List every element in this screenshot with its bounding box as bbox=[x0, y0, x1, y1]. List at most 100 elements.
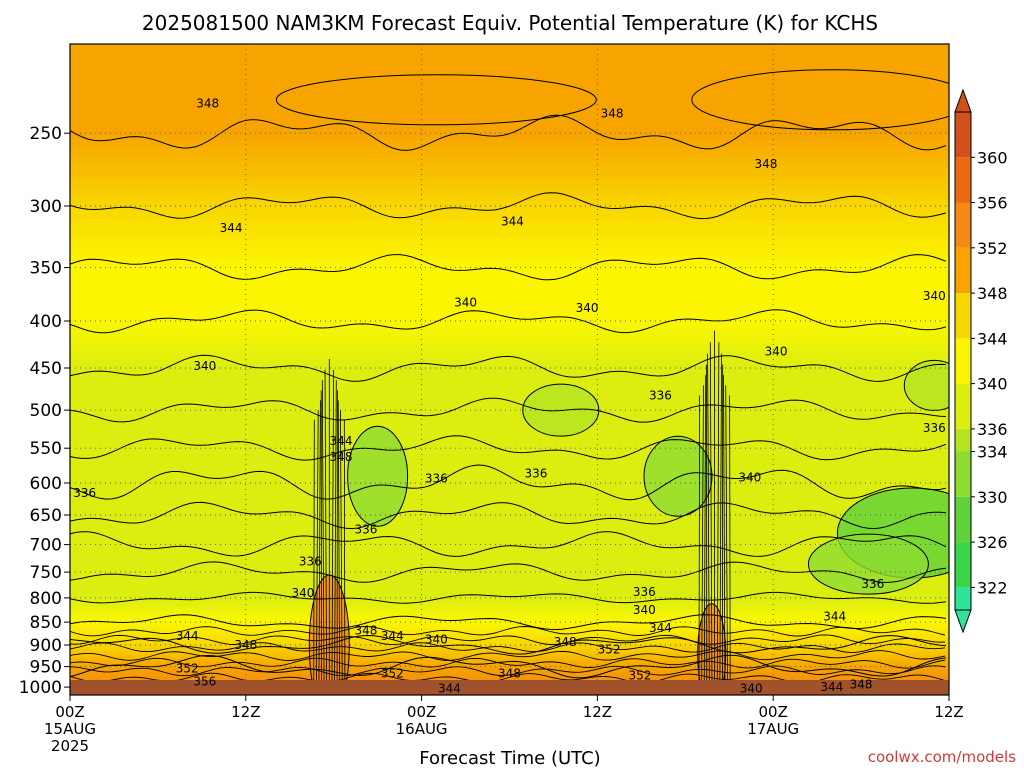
colorbar-segment bbox=[955, 383, 971, 429]
contour-label: 344 bbox=[330, 434, 353, 448]
contour-line bbox=[719, 353, 722, 692]
contour-label: 336 bbox=[73, 486, 96, 500]
contour-label: 348 bbox=[754, 157, 777, 171]
colorbar-segment bbox=[955, 338, 971, 384]
contour-line bbox=[313, 419, 315, 692]
contour-label: 336 bbox=[861, 577, 884, 591]
contour-line bbox=[701, 385, 704, 692]
y-tick-label: 950 bbox=[30, 658, 62, 678]
colorbar-frame bbox=[954, 111, 972, 611]
contour-label: 336 bbox=[649, 389, 672, 403]
contour-label: 340 bbox=[923, 289, 946, 303]
ground bbox=[70, 680, 949, 695]
contour-line bbox=[70, 254, 947, 281]
contour-label: 340 bbox=[576, 301, 599, 315]
contour-line bbox=[70, 591, 947, 604]
contour-line bbox=[70, 626, 946, 637]
contour-line bbox=[334, 380, 337, 692]
colorbar-segment bbox=[955, 496, 971, 543]
contour-line bbox=[70, 531, 947, 557]
contour-line bbox=[343, 419, 346, 692]
colorbar-segment bbox=[955, 247, 971, 294]
contour-label: 344 bbox=[501, 215, 524, 229]
colorbar-tick-label: 322 bbox=[977, 578, 1008, 597]
contour-line bbox=[321, 380, 325, 692]
y-tick-label: 600 bbox=[30, 474, 62, 494]
contour-line bbox=[70, 114, 947, 151]
colorbar-tick-label: 334 bbox=[977, 443, 1008, 462]
contour-line bbox=[70, 435, 947, 461]
contour-label: 356 bbox=[193, 675, 216, 689]
contour-line bbox=[70, 634, 947, 655]
colorbar-segment bbox=[955, 293, 971, 339]
contour-label: 348 bbox=[354, 624, 377, 638]
colorbar-segment bbox=[955, 202, 971, 248]
contour-label: 344 bbox=[381, 629, 404, 643]
contour-line bbox=[318, 400, 321, 692]
contour-label: 352 bbox=[381, 666, 404, 680]
contour-label: 340 bbox=[738, 471, 761, 485]
x-tick-label: 00Z bbox=[55, 703, 84, 721]
colorbar-tick-label: 340 bbox=[977, 375, 1008, 394]
contour-label: 352 bbox=[598, 642, 621, 656]
y-tick-label: 400 bbox=[30, 312, 62, 332]
credit-text: coolwx.com/models bbox=[868, 748, 1016, 766]
contour-labels: 348 348 348 344 344 340 340 340 340 340 336 336 344 3… bbox=[73, 96, 946, 695]
colorbar: 360 356 352 348 344 340 336 334 330 326 322 bbox=[954, 88, 1008, 634]
contour-label: 344 bbox=[438, 681, 461, 695]
colorbar-segment bbox=[955, 157, 971, 203]
contour-line bbox=[337, 400, 341, 692]
contour-line bbox=[70, 192, 947, 220]
contour-label: 340 bbox=[425, 633, 448, 647]
contour-line bbox=[331, 369, 334, 692]
contour-label: 352 bbox=[628, 669, 651, 683]
x-tick-label: 12Z bbox=[231, 703, 260, 721]
contour-line bbox=[70, 309, 947, 334]
colorbar-tick-label: 330 bbox=[977, 488, 1008, 507]
contour-label: 348 bbox=[850, 677, 873, 691]
contour-label: 336 bbox=[524, 467, 547, 481]
contour-label: 348 bbox=[498, 666, 521, 680]
colorbar-high-arrow bbox=[954, 88, 972, 113]
contour-label: 336 bbox=[299, 554, 322, 568]
contour-label: 336 bbox=[425, 471, 448, 485]
colorbar-segment bbox=[955, 451, 971, 497]
contour-line bbox=[716, 342, 720, 692]
contour-line bbox=[70, 501, 947, 530]
contour-line bbox=[725, 385, 728, 692]
anomaly-region bbox=[691, 69, 949, 131]
x-tick-label: 00Z bbox=[759, 703, 788, 721]
contour-line bbox=[340, 410, 343, 692]
contour-line bbox=[729, 395, 731, 692]
x-tick-label: 00Z bbox=[407, 703, 436, 721]
contour-line bbox=[723, 375, 726, 692]
colorbar-segment bbox=[955, 428, 971, 452]
contour-label: 348 bbox=[330, 450, 353, 464]
contour-label: 340 bbox=[291, 586, 314, 600]
y-tick-label: 700 bbox=[30, 536, 62, 556]
plot-frame bbox=[69, 43, 950, 696]
plot-background bbox=[70, 44, 949, 695]
contour-label: 344 bbox=[649, 621, 672, 635]
contour-line bbox=[703, 375, 707, 692]
contour-line bbox=[70, 665, 946, 677]
contour-label: 348 bbox=[234, 638, 257, 652]
contour-label: 340 bbox=[740, 681, 763, 695]
x-tick-label: 16AUG bbox=[396, 720, 448, 738]
contour-lines bbox=[70, 114, 947, 692]
y-tick-label: 850 bbox=[30, 613, 62, 633]
contour-line bbox=[70, 464, 947, 501]
chart-title: 2025081500 NAM3KM Forecast Equiv. Potent… bbox=[142, 11, 878, 35]
contour-label: 348 bbox=[601, 107, 624, 121]
contour-label: 344 bbox=[820, 680, 843, 694]
contour-line bbox=[70, 650, 946, 661]
contour-label: 352 bbox=[176, 662, 199, 676]
y-axis: 250 300 350 400 450 500 550 600 650 700 750 800 850 9… bbox=[19, 124, 70, 698]
contour-line bbox=[698, 395, 700, 692]
y-tick-label: 650 bbox=[30, 506, 62, 526]
contour-label: 336 bbox=[354, 522, 377, 536]
anomaly-region bbox=[807, 533, 929, 595]
colorbar-tick-label: 336 bbox=[977, 420, 1008, 439]
